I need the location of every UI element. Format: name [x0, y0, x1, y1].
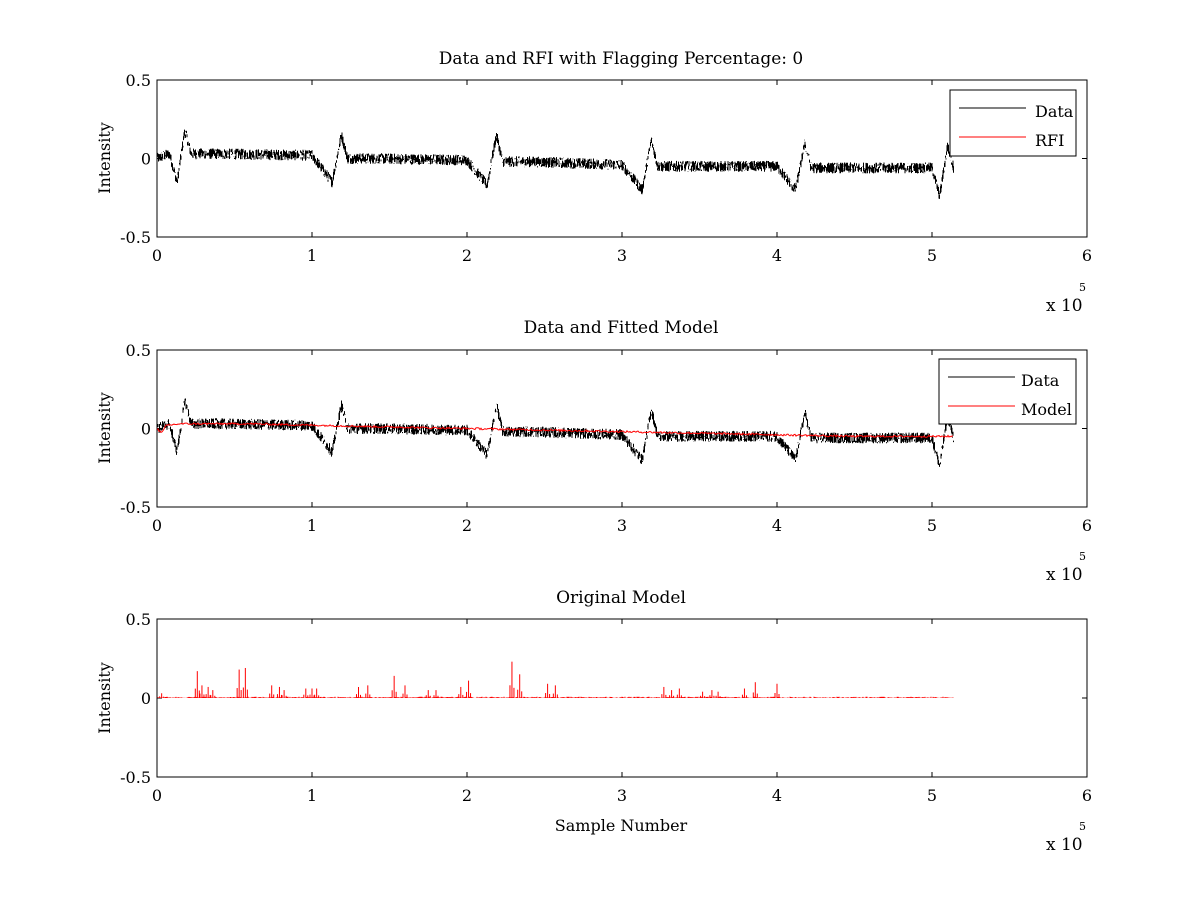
series-model-baseline	[156, 696, 954, 698]
y-tick-label: -0.5	[120, 768, 151, 787]
subplot-2-legend-box	[938, 358, 1077, 425]
x-tick-label: 5	[927, 516, 937, 535]
y-tick-label: 0.5	[126, 610, 151, 629]
subplot-1-title: Data and RFI with Flagging Percentage: 0	[439, 49, 803, 69]
subplot-2: Data and Fitted Model Intensity 0 1 2 3 4 5 6 -…	[95, 318, 1092, 585]
subplot-1-legend-rfi-label: RFI	[1035, 131, 1064, 150]
x-tick-label: 6	[1082, 516, 1092, 535]
x-tick-label: 6	[1082, 786, 1092, 805]
x-tick-label: 5	[927, 786, 937, 805]
x-tick-label: 1	[307, 516, 317, 535]
series-data-line	[156, 129, 954, 199]
subplot-1: Data and RFI with Flagging Percentage: 0…	[95, 49, 1092, 316]
x-tick-label: 2	[462, 786, 472, 805]
subplot-1-ylabel: Intensity	[95, 122, 114, 194]
x-tick-label: 1	[307, 786, 317, 805]
x-tick-label: 1	[307, 246, 317, 265]
x-tick-label: 2	[462, 516, 472, 535]
x-tick-label: 4	[772, 516, 782, 535]
subplot-2-x-multiplier-base: x 10	[1046, 565, 1083, 585]
x-tick-label: 3	[617, 516, 627, 535]
x-tick-label: 4	[772, 786, 782, 805]
subplot-2-x-multiplier: x 10 5	[1046, 550, 1086, 585]
subplot-1-legend: Data RFI	[949, 89, 1077, 157]
x-tick-label: 2	[462, 246, 472, 265]
x-tick-label: 3	[617, 246, 627, 265]
x-tick-label: 0	[152, 786, 162, 805]
subplot-2-title: Data and Fitted Model	[524, 318, 719, 338]
subplot-3-x-multiplier-base: x 10	[1046, 835, 1083, 855]
y-tick-label: 0.5	[126, 341, 151, 360]
y-tick-label: -0.5	[120, 228, 151, 247]
subplot-3-ylabel: Intensity	[95, 662, 114, 734]
x-tick-label: 4	[772, 246, 782, 265]
y-tick-label: 0	[141, 420, 151, 439]
series-model-line	[156, 422, 954, 438]
subplot-2-plot-area: 0 1 2 3 4 5 6-0.500.5	[120, 341, 1092, 535]
subplot-1-plot-area: 0 1 2 3 4 5 6-0.500.5	[120, 71, 1092, 265]
y-tick-label: 0.5	[126, 71, 151, 90]
subplot-2-legend-data-label: Data	[1021, 371, 1060, 390]
subplot-3-x-multiplier-exponent: 5	[1079, 820, 1086, 833]
subplot-3-x-multiplier: x 10 5	[1046, 820, 1086, 855]
subplot-1-legend-box	[949, 89, 1077, 157]
subplot-2-ylabel: Intensity	[95, 392, 114, 464]
subplot-1-x-multiplier: x 10 5	[1046, 281, 1086, 316]
subplot-3-plot-area: 0 1 2 3 4 5 6-0.500.5	[120, 610, 1092, 805]
subplot-3-title: Original Model	[556, 588, 686, 608]
y-tick-label: -0.5	[120, 498, 151, 517]
subplot-1-legend-data-label: Data	[1035, 102, 1074, 121]
subplot-2-x-multiplier-exponent: 5	[1079, 550, 1086, 563]
subplot-1-x-multiplier-base: x 10	[1046, 296, 1083, 316]
x-tick-label: 5	[927, 246, 937, 265]
x-tick-label: 6	[1082, 246, 1092, 265]
subplot-3: Original Model Intensity 0 1 2 3 4 5 6-0.500.5…	[95, 588, 1092, 855]
y-tick-label: 0	[141, 689, 151, 708]
subplot-1-x-multiplier-exponent: 5	[1079, 281, 1086, 294]
y-tick-label: 0	[141, 150, 151, 169]
subplot-2-legend-model-label: Model	[1021, 400, 1072, 419]
subplot-3-xlabel: Sample Number	[555, 816, 688, 835]
x-tick-label: 3	[617, 786, 627, 805]
subplot-2-legend: Data Model	[938, 358, 1077, 425]
x-tick-label: 0	[152, 246, 162, 265]
x-tick-label: 0	[152, 516, 162, 535]
